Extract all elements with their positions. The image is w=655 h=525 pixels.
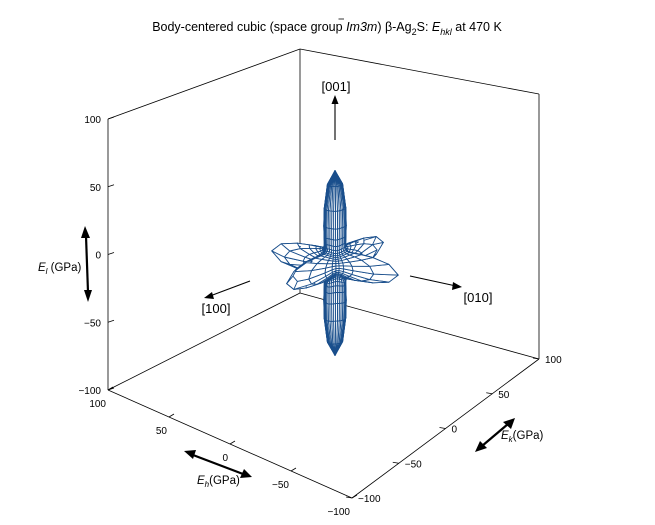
k-axis-title: Ek(GPa) — [501, 430, 544, 444]
label-100: [100] — [202, 301, 231, 316]
modulus-surface — [271, 170, 399, 356]
surface-facet — [324, 301, 327, 321]
k-tick-mark — [486, 392, 493, 395]
surface-facet — [286, 267, 298, 285]
box-edge-top-right — [299, 48, 540, 95]
h-axis-thick-arrow — [184, 450, 252, 478]
box-edge-top-left — [107, 48, 301, 120]
k-tick-label: −100 — [358, 494, 381, 505]
surface-facet — [338, 265, 345, 270]
z-axis-thick-arrow — [81, 226, 92, 302]
surface-facet — [271, 243, 291, 258]
surface-facet — [324, 290, 327, 304]
arrow-100-line — [209, 280, 251, 297]
k-tick-label: −50 — [405, 459, 422, 470]
h-axis-title: Eh(GPa) — [197, 475, 240, 489]
box-edge-floor-left — [107, 292, 301, 391]
z-axis-title: El (GPa) — [38, 262, 81, 276]
k-axis-thick-arrow — [475, 418, 515, 452]
k-tick-label: 0 — [452, 425, 458, 436]
label-010: [010] — [464, 290, 493, 305]
k-tick-mark — [532, 357, 540, 360]
h-tick-label: −50 — [272, 480, 289, 491]
direction-arrows — [204, 95, 462, 299]
h-tick-mark — [290, 467, 297, 472]
k-axis-ticks: 100 50 0 −50 −100 — [345, 355, 562, 505]
surface-facet — [325, 244, 328, 250]
h-tick-mark — [168, 413, 175, 418]
h-tick-label: −100 — [327, 507, 350, 518]
z-tick-mark — [107, 184, 115, 188]
z-axis-ticks: 100 50 0 −50 −100 — [78, 115, 115, 397]
h-tick-label: 100 — [89, 399, 106, 410]
arrow-100-head — [204, 292, 214, 299]
arrow-010-head — [452, 282, 462, 290]
k-tick-mark — [392, 461, 399, 464]
surface-facet — [325, 237, 328, 246]
z-tick-label: 100 — [84, 115, 101, 126]
z-tick-label: −50 — [84, 318, 101, 329]
chart-title: Body-centered cubic (space group Im3m) β… — [152, 20, 502, 37]
h-tick-mark — [351, 494, 358, 499]
z-tick-label: −100 — [78, 386, 101, 397]
surface-facet — [324, 209, 327, 229]
h-axis-ticks: 100 50 0 −50 −100 — [89, 386, 358, 518]
z-tick-mark — [107, 116, 115, 120]
z-tick-mark — [107, 319, 115, 323]
h-tick-label: 0 — [222, 453, 228, 464]
k-tick-label: 100 — [545, 355, 562, 366]
h-tick-mark — [107, 386, 114, 391]
z-tick-mark — [107, 252, 115, 255]
h-tick-mark — [229, 440, 236, 445]
k-tick-mark — [439, 427, 446, 429]
arrow-001-head — [331, 95, 339, 104]
label-001: [001] — [322, 79, 351, 94]
z-tick-label: 0 — [95, 251, 101, 262]
z-tick-label: 50 — [90, 183, 102, 194]
arrow-010-line — [409, 275, 457, 287]
k-tick-label: 50 — [498, 390, 510, 401]
k-tick-mark — [345, 496, 353, 499]
surface-facet — [327, 170, 336, 187]
h-tick-label: 50 — [156, 426, 168, 437]
surface-facet — [324, 226, 327, 239]
